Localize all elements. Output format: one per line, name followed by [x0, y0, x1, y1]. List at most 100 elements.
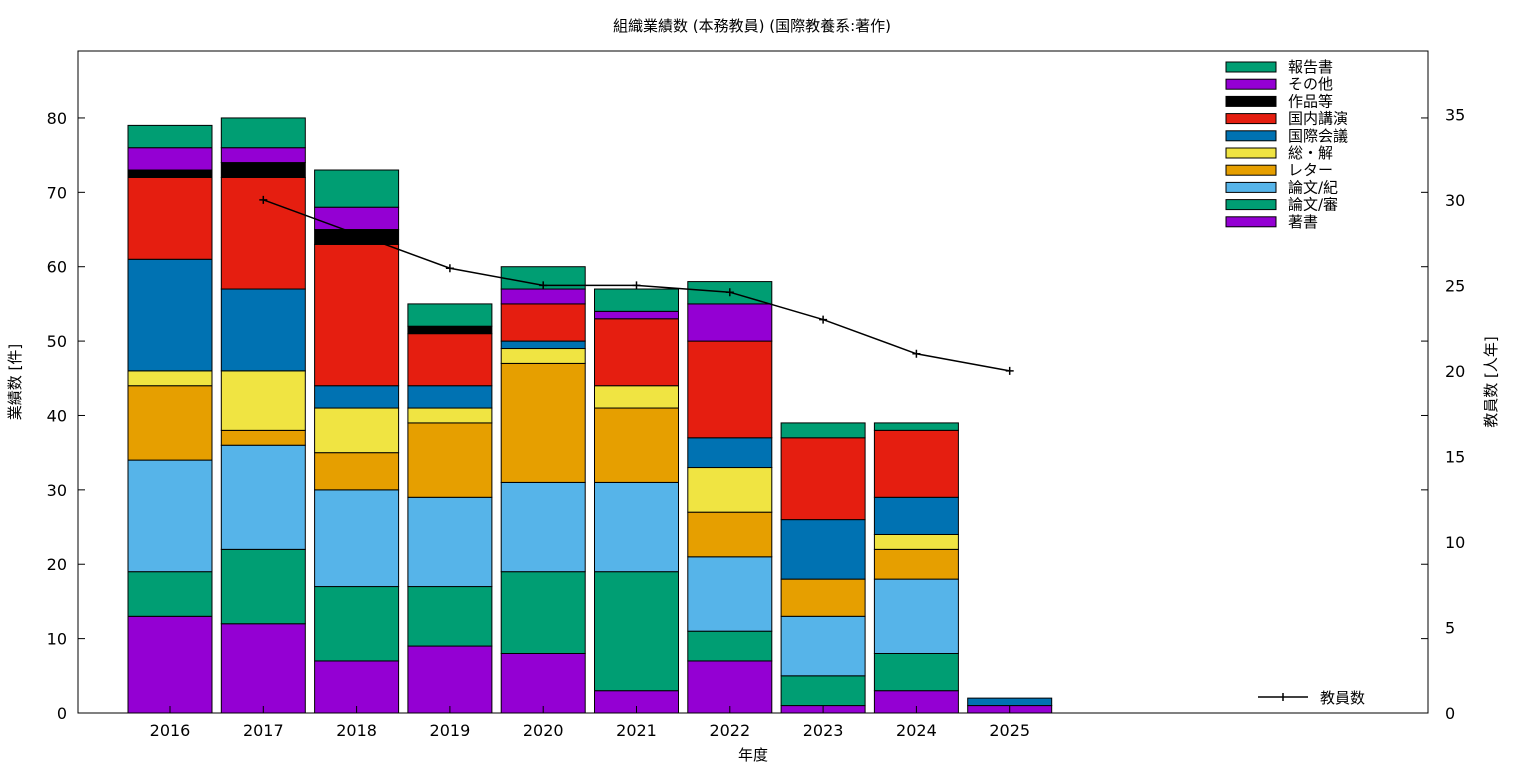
y2-axis: 0 5 10 15 20 25 30 35	[1445, 105, 1465, 723]
legend-label: その他	[1288, 75, 1333, 93]
bar-segment	[780, 437, 866, 521]
bar-segment	[687, 511, 773, 558]
bar-segment	[220, 429, 306, 446]
y-tick-label: 60	[47, 258, 67, 277]
legend-label: 論文/紀	[1288, 178, 1338, 196]
bar-segment	[687, 340, 773, 439]
bar-segment	[687, 660, 773, 714]
bar-segment	[407, 645, 493, 714]
bar-segment	[407, 496, 493, 588]
bar-segment	[500, 303, 586, 342]
bar-segment	[220, 370, 306, 431]
bar-segment	[314, 660, 400, 714]
y2-tick-label: 25	[1445, 276, 1465, 295]
bar-segment	[220, 162, 306, 178]
legend-swatch	[1225, 181, 1277, 193]
bar-segment	[687, 556, 773, 632]
bar-segment	[873, 578, 959, 654]
bar-segment	[127, 370, 213, 387]
y2-tick-label: 15	[1445, 447, 1465, 466]
bar-segment	[127, 124, 213, 149]
bar-segment	[127, 169, 213, 178]
bar-segment	[594, 288, 679, 312]
line-legend: 教員数	[1258, 689, 1365, 707]
faculty-line-point	[632, 281, 641, 290]
x-tick-label: 2017	[243, 721, 284, 740]
y-axis-label: 業績数 [件]	[6, 344, 24, 420]
y-tick-label: 10	[47, 630, 67, 649]
bar-segment	[407, 422, 493, 498]
legend-label: 報告書	[1288, 58, 1333, 76]
bar-segment	[687, 437, 773, 469]
bar-segment	[314, 586, 400, 662]
bar-segment	[314, 243, 400, 387]
legend-label: 総・解	[1288, 144, 1333, 162]
bar-segment	[407, 303, 493, 327]
chart-title: 組織業績数 (本務教員) (国際教養系:著作)	[613, 17, 891, 35]
legend-swatch	[1225, 216, 1277, 228]
y2-axis-label: 教員数 [人年]	[1482, 336, 1500, 427]
bar-segment	[220, 147, 306, 164]
y2-tick-label: 0	[1445, 704, 1455, 723]
legend-swatch	[1225, 147, 1277, 159]
bar-segment	[687, 303, 773, 342]
faculty-line-point	[725, 288, 734, 297]
y-tick-label: 50	[47, 332, 67, 351]
y2-tick-label: 30	[1445, 191, 1465, 210]
x-tick-label: 2016	[150, 721, 191, 740]
bar-segment	[220, 444, 306, 550]
bar-segment	[314, 385, 400, 409]
bar-segment	[407, 385, 493, 409]
bars	[127, 117, 1053, 714]
y2-tick-label: 10	[1445, 533, 1465, 552]
bar-segment	[873, 533, 959, 550]
bar-segment	[407, 333, 493, 387]
bar-segment	[500, 571, 586, 654]
bar-segment	[780, 422, 866, 439]
bar-segment	[127, 615, 213, 714]
legend-swatch	[1225, 95, 1277, 107]
bar-segment	[780, 578, 866, 617]
bar-segment	[873, 422, 959, 431]
legend-label: レター	[1288, 161, 1333, 179]
bar-segment	[500, 340, 586, 350]
x-tick-label: 2023	[803, 721, 844, 740]
bar-segment	[127, 176, 213, 260]
bar-segment	[407, 325, 493, 335]
legend-swatch	[1225, 164, 1277, 176]
faculty-line-point	[445, 264, 454, 273]
bar-segment	[220, 288, 306, 372]
bar-segment	[500, 652, 586, 714]
bar-segment	[220, 548, 306, 625]
y2-tick-label: 35	[1445, 105, 1465, 124]
legend-label: 論文/審	[1288, 196, 1338, 214]
bar-segment	[407, 586, 493, 647]
legend-label: 作品等	[1288, 92, 1333, 110]
x-tick-label: 2019	[430, 721, 471, 740]
bar-segment	[127, 147, 213, 171]
bar-segment	[127, 385, 213, 461]
x-tick-label: 2024	[896, 721, 937, 740]
bar-segment	[873, 496, 959, 535]
x-tick-label: 2025	[989, 721, 1030, 740]
y2-tick-label: 20	[1445, 362, 1465, 381]
bar-segment	[594, 571, 679, 692]
bar-segment	[594, 407, 679, 483]
bar-segment	[127, 571, 213, 617]
bar-segment	[594, 385, 679, 409]
x-axis-label: 年度	[738, 746, 768, 764]
x-tick-label: 2021	[616, 721, 657, 740]
legend-swatch	[1225, 199, 1277, 211]
bar-segment	[314, 169, 400, 208]
bar-segment	[967, 697, 1053, 707]
y-tick-label: 0	[57, 704, 67, 723]
bar-segment	[127, 459, 213, 573]
y-tick-label: 30	[47, 481, 67, 500]
bar-segment	[127, 258, 213, 372]
bar-segment	[314, 407, 400, 454]
y-axis: 0 10 20 30 40 50 60 70 80	[47, 109, 1428, 723]
faculty-line	[259, 195, 1014, 375]
bar-segment	[500, 348, 586, 364]
